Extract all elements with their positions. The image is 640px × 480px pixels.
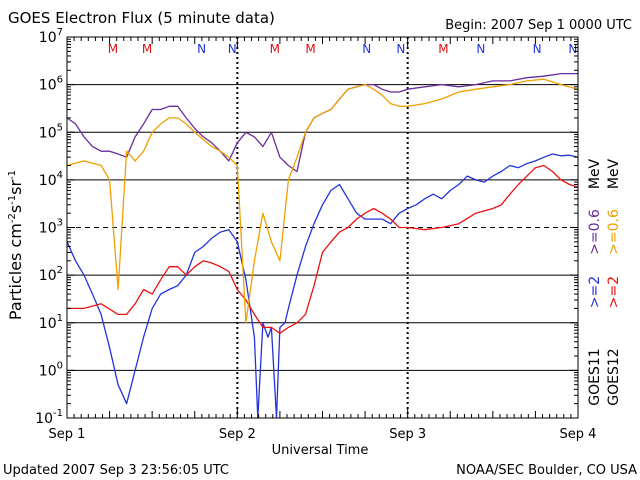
y-tick-label: 103 (39, 218, 63, 237)
event-marker: N (362, 42, 371, 56)
x-tick-label: Sep 3 (389, 427, 426, 442)
event-marker: N (533, 42, 542, 56)
y-tick-label: 107 (39, 27, 63, 46)
event-marker: M (142, 42, 152, 56)
event-marker: N (476, 42, 485, 56)
event-marker: M (270, 42, 280, 56)
event-marker: N (197, 42, 206, 56)
y-tick-label: 100 (39, 360, 63, 379)
event-marker: N (568, 42, 577, 56)
chart-title: GOES Electron Flux (5 minute data) (8, 9, 275, 27)
y-axis-label: Particles cm-2s-1sr-1 (6, 170, 25, 320)
legend: GOES11 GOES12 >=2 >=0.6 >=2 >=0.6 MeV Me… (587, 158, 622, 405)
legend-goes11-2mev: >=2 (587, 276, 603, 308)
plot-series (66, 72, 579, 419)
event-marker: M (108, 42, 118, 56)
y-tick-label: 101 (39, 313, 63, 332)
event-marker: N (396, 42, 405, 56)
legend-goes12-2mev: >=2 (606, 276, 622, 308)
plot-axes: 10-1 100 101 102 103 104 105 106 107 Sep 1 Sep 2 Se… (35, 27, 596, 442)
legend-unit-goes11: MeV (587, 158, 603, 189)
event-marker: M (438, 42, 448, 56)
y-tick-label: 104 (39, 170, 63, 189)
legend-goes11-label: GOES11 (587, 348, 603, 405)
series-line-2 (67, 164, 579, 334)
y-tick-label: 10-1 (35, 408, 63, 427)
x-tick-label: Sep 2 (219, 427, 256, 442)
legend-unit-goes12: MeV (606, 158, 622, 189)
x-tick-label: Sep 4 (560, 427, 597, 442)
y-tick-label: 102 (39, 265, 63, 284)
plot-grid (67, 37, 578, 418)
series-line-3 (66, 78, 579, 324)
x-tick-label: Sep 1 (49, 427, 86, 442)
y-tick-label: 106 (39, 75, 63, 94)
legend-goes12-label: GOES12 (606, 348, 622, 405)
event-marker: N (228, 42, 237, 56)
legend-goes12-06mev: >=0.6 (606, 209, 622, 255)
updated-time: Updated 2007 Sep 3 23:56:05 UTC (3, 463, 229, 478)
legend-goes11-06mev: >=0.6 (587, 209, 603, 255)
event-marker: M (305, 42, 315, 56)
series-line-0 (66, 153, 579, 419)
x-axis-label: Universal Time (272, 443, 369, 458)
begin-time: Begin: 2007 Sep 1 0000 UTC (445, 18, 632, 33)
y-tick-label: 105 (39, 122, 63, 141)
series-line-1 (66, 72, 578, 173)
credit: NOAA/SEC Boulder, CO USA (456, 463, 637, 478)
